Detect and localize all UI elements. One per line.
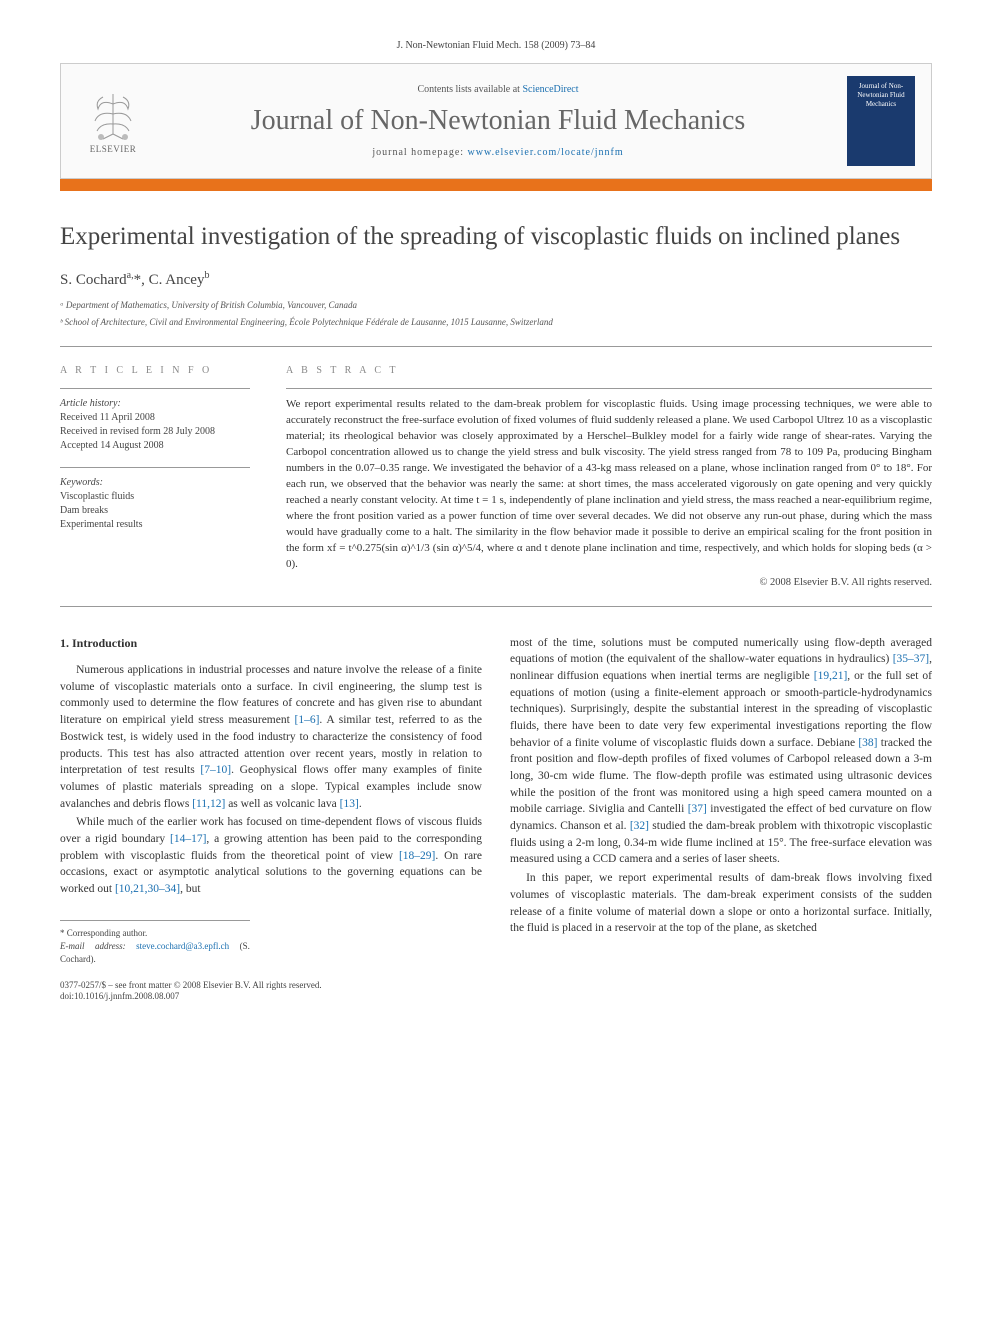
article-title: Experimental investigation of the spread…	[60, 221, 932, 252]
section-heading: 1. Introduction	[60, 635, 482, 652]
history-received: Received 11 April 2008	[60, 411, 250, 425]
article-info-heading: A R T I C L E I N F O	[60, 365, 250, 376]
journal-homepage: journal homepage: www.elsevier.com/locat…	[165, 147, 831, 158]
history-label: Article history:	[60, 397, 250, 411]
divider	[60, 467, 250, 468]
citation-link[interactable]: [19,21]	[814, 670, 848, 682]
citation-link[interactable]: [1–6]	[295, 714, 320, 726]
citation-link[interactable]: [32]	[630, 820, 649, 832]
affiliation-b: ᵇ School of Architecture, Civil and Envi…	[60, 316, 932, 329]
abstract-text: We report experimental results related t…	[286, 397, 932, 572]
journal-name: Journal of Non-Newtonian Fluid Mechanics	[165, 105, 831, 137]
paragraph: most of the time, solutions must be comp…	[510, 635, 932, 868]
citation-link[interactable]: [13]	[340, 798, 359, 810]
footer-doi: doi:10.1016/j.jnnfm.2008.08.007	[60, 991, 932, 1003]
body-column-left: 1. Introduction Numerous applications in…	[60, 635, 482, 966]
divider	[286, 388, 932, 389]
publisher-name: ELSEVIER	[90, 144, 137, 154]
divider	[60, 606, 932, 607]
corresponding-author: * Corresponding author. E-mail address: …	[60, 920, 250, 966]
citation-link[interactable]: [38]	[858, 737, 877, 749]
citation-link[interactable]: [35–37]	[893, 653, 929, 665]
citation-link[interactable]: [7–10]	[200, 764, 231, 776]
keyword: Viscoplastic fluids	[60, 490, 250, 504]
citation-link[interactable]: [10,21,30–34]	[115, 883, 180, 895]
keyword: Dam breaks	[60, 504, 250, 518]
homepage-link[interactable]: www.elsevier.com/locate/jnnfm	[468, 147, 624, 158]
divider	[60, 388, 250, 389]
contents-prefix: Contents lists available at	[417, 84, 522, 95]
journal-cover-thumbnail: Journal of Non-Newtonian Fluid Mechanics	[847, 76, 915, 166]
paragraph: While much of the earlier work has focus…	[60, 814, 482, 897]
article-history: Article history: Received 11 April 2008 …	[60, 397, 250, 453]
citation-link[interactable]: [14–17]	[170, 833, 206, 845]
citation-link[interactable]: [11,12]	[192, 798, 225, 810]
paragraph: In this paper, we report experimental re…	[510, 870, 932, 937]
citation-link[interactable]: [18–29]	[399, 850, 435, 862]
abstract-heading: A B S T R A C T	[286, 365, 932, 376]
abstract-copyright: © 2008 Elsevier B.V. All rights reserved…	[286, 577, 932, 588]
history-accepted: Accepted 14 August 2008	[60, 439, 250, 453]
footer-line1: 0377-0257/$ – see front matter © 2008 El…	[60, 980, 932, 992]
sciencedirect-link[interactable]: ScienceDirect	[522, 84, 578, 95]
keyword: Experimental results	[60, 518, 250, 532]
elsevier-logo: ELSEVIER	[77, 82, 149, 160]
corresponding-label: * Corresponding author.	[60, 927, 250, 940]
journal-header: ELSEVIER Contents lists available at Sci…	[60, 63, 932, 179]
paragraph: Numerous applications in industrial proc…	[60, 662, 482, 812]
keywords-label: Keywords:	[60, 476, 250, 490]
contents-available: Contents lists available at ScienceDirec…	[165, 84, 831, 95]
corresponding-email-link[interactable]: steve.cochard@a3.epfl.ch	[136, 941, 229, 951]
citation-link[interactable]: [37]	[688, 803, 707, 815]
page-footer: 0377-0257/$ – see front matter © 2008 El…	[60, 980, 932, 1003]
authors: S. Cocharda,*, C. Anceyb	[60, 270, 932, 289]
history-revised: Received in revised form 28 July 2008	[60, 425, 250, 439]
divider	[60, 346, 932, 347]
divider-bar	[60, 179, 932, 191]
email-label: E-mail address:	[60, 941, 126, 951]
affiliation-a: ᵃ Department of Mathematics, University …	[60, 299, 932, 312]
body-column-right: most of the time, solutions must be comp…	[510, 635, 932, 966]
homepage-prefix: journal homepage:	[372, 147, 467, 158]
tree-icon	[83, 89, 143, 144]
journal-reference: J. Non-Newtonian Fluid Mech. 158 (2009) …	[60, 40, 932, 51]
keywords-block: Keywords: Viscoplastic fluids Dam breaks…	[60, 476, 250, 532]
